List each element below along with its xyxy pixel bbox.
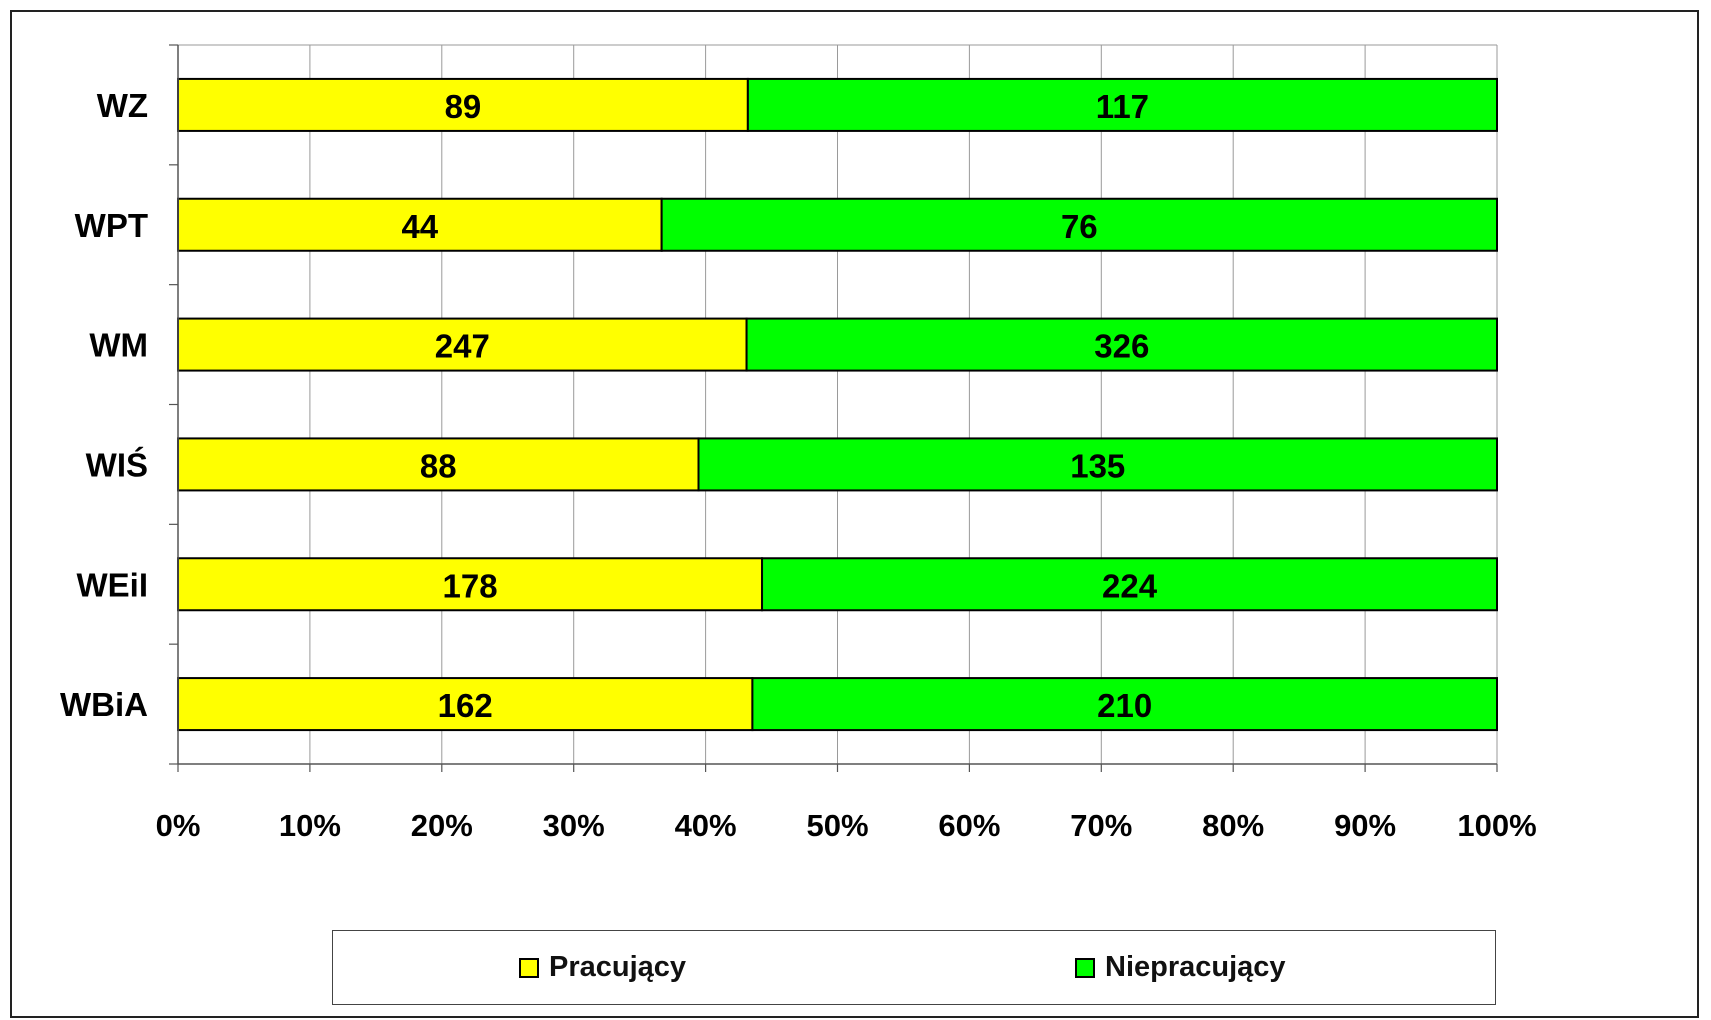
category-label: WBiA [60, 686, 148, 723]
x-tick-label: 80% [1202, 808, 1264, 843]
x-tick-label: 30% [543, 808, 605, 843]
bar-pracujacy [177, 437, 700, 492]
data-label: 88 [420, 447, 457, 484]
bar-niepracujacy [761, 557, 1498, 612]
data-label: 117 [1096, 88, 1149, 125]
bar-niepracujacy [697, 437, 1498, 492]
data-label: 89 [445, 88, 482, 125]
legend-item-niepracujacy: Niepracujący [1075, 931, 1286, 1004]
bars [177, 77, 1498, 732]
legend: Pracujący Niepracujący [332, 930, 1496, 1005]
labels: 0% 10% 20% 30% 40% 50% 60% 70% 80% 90% 100% 89 117 WZ… [60, 87, 1537, 843]
data-label: 162 [438, 687, 493, 724]
bar-niepracujacy [751, 677, 1498, 732]
x-tick-label: 0% [156, 808, 201, 843]
x-tick-label: 20% [411, 808, 473, 843]
x-tick-label: 100% [1457, 808, 1536, 843]
x-tick-label: 70% [1070, 808, 1132, 843]
x-tick-label: 50% [806, 808, 868, 843]
data-label: 135 [1070, 447, 1125, 484]
category-label: WEiI [77, 566, 149, 603]
category-label: WPT [75, 207, 148, 244]
data-label: 224 [1102, 567, 1158, 604]
data-label: 326 [1094, 328, 1149, 365]
category-label: WIŚ [86, 446, 148, 483]
data-label: 76 [1061, 208, 1098, 245]
legend-swatch-pracujacy [519, 957, 539, 978]
bar-niepracujacy [745, 317, 1498, 372]
bar-niepracujacy [746, 77, 1498, 132]
category-label: WZ [97, 87, 148, 124]
gridlines [178, 44, 1498, 764]
legend-label-pracujacy: Pracujący [549, 951, 687, 983]
x-tick-label: 90% [1334, 808, 1396, 843]
legend-swatch-niepracujacy [1075, 957, 1095, 978]
data-label: 44 [401, 208, 438, 245]
data-label: 247 [435, 328, 490, 365]
axes [169, 44, 1498, 772]
data-label: 178 [442, 567, 497, 604]
x-tick-label: 10% [279, 808, 341, 843]
x-tick-label: 40% [675, 808, 737, 843]
data-label: 210 [1097, 687, 1152, 724]
legend-item-pracujacy: Pracujący [519, 931, 686, 1004]
category-label: WM [89, 327, 148, 364]
x-tick-label: 60% [938, 808, 1000, 843]
bar-niepracujacy [660, 197, 1498, 252]
legend-label-niepracujacy: Niepracujący [1105, 951, 1286, 983]
